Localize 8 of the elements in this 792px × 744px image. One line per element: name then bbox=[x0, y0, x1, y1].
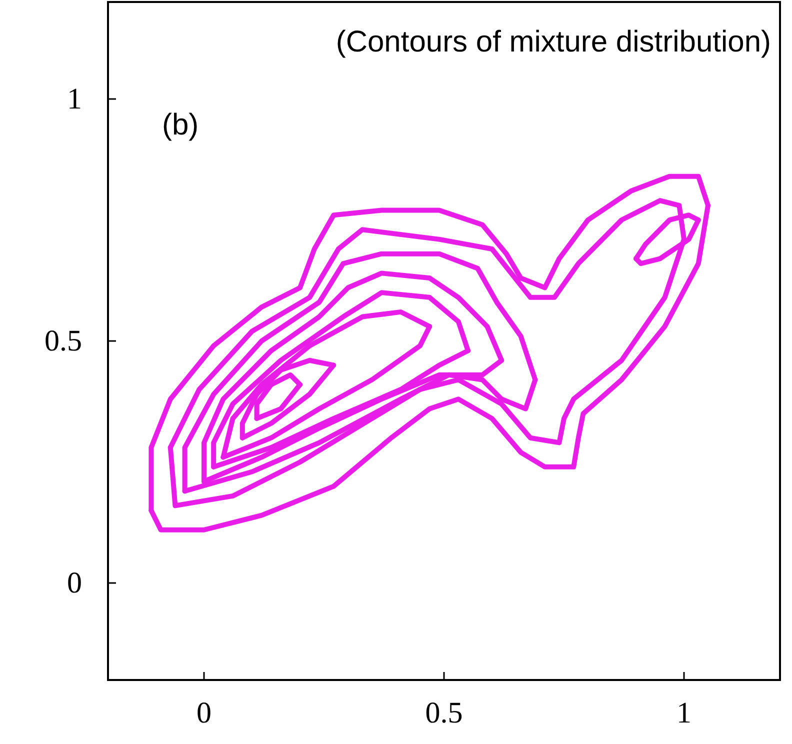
y-tick-label: 0 bbox=[67, 566, 82, 600]
x-tick-label: 0 bbox=[196, 696, 212, 730]
text: (Contours of mixture distribution) bbox=[336, 26, 772, 58]
y-tick-label: 1 bbox=[67, 82, 82, 116]
x-tick-label: 1 bbox=[676, 696, 692, 730]
x-tick-label: 0.5 bbox=[425, 696, 463, 730]
annotation: (b) bbox=[162, 108, 199, 142]
y-tick-label: 0.5 bbox=[44, 324, 82, 358]
